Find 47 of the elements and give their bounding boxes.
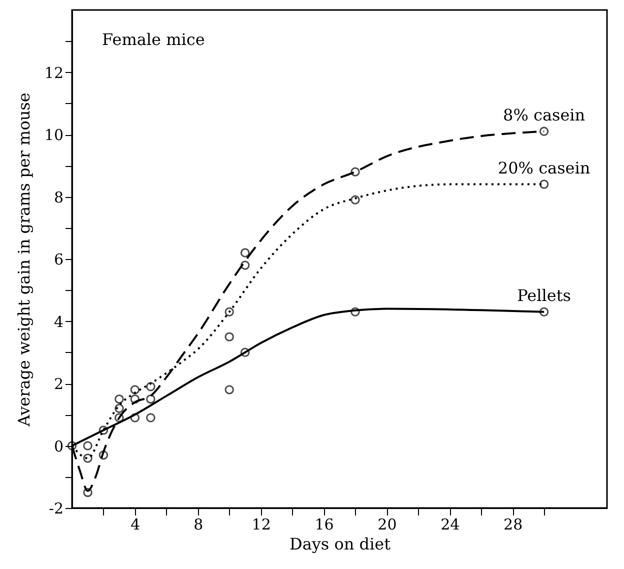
x-axis-title: Days on diet — [290, 534, 392, 554]
point — [539, 180, 549, 189]
y-axis-title: Average weight gain in grams per mouse — [14, 92, 34, 428]
point — [146, 394, 156, 404]
point — [539, 307, 549, 317]
x-tick-label: 12 — [252, 516, 271, 534]
x-tick-label: 8 — [194, 516, 204, 534]
point — [114, 404, 124, 414]
x-tick-label: 4 — [130, 516, 140, 534]
annotation: Female mice — [102, 30, 205, 49]
point — [350, 195, 360, 204]
y-tick-label: -2 — [48, 500, 64, 518]
y-tick-label: 0 — [54, 437, 64, 456]
point — [350, 307, 360, 317]
point — [224, 307, 234, 317]
point — [146, 382, 156, 392]
x-tick-label: 28 — [504, 516, 523, 534]
point — [83, 441, 92, 450]
point — [224, 332, 234, 342]
point — [98, 450, 108, 460]
point — [114, 394, 124, 404]
point — [146, 413, 156, 422]
point — [539, 126, 549, 136]
point — [240, 248, 250, 258]
point — [130, 394, 140, 404]
point — [130, 413, 140, 422]
x-tick-label: 16 — [314, 516, 334, 534]
y-tick-label: 10 — [44, 126, 64, 144]
point — [98, 426, 108, 435]
point — [240, 348, 250, 357]
point — [240, 260, 250, 270]
series-label: 8% casein — [503, 105, 586, 124]
point — [130, 385, 140, 394]
x-tick-label: 20 — [378, 516, 397, 534]
y-tick-label: 2 — [54, 375, 64, 393]
y-tick-label: 4 — [54, 312, 64, 331]
x-tick-label: 24 — [440, 516, 460, 534]
point — [83, 488, 92, 498]
y-tick-label: 8 — [54, 188, 64, 206]
y-tick-label: 12 — [44, 64, 64, 82]
point — [224, 385, 234, 394]
point — [350, 167, 360, 176]
series-label: Pellets — [517, 286, 571, 305]
y-tick-label: 6 — [54, 250, 64, 268]
point — [114, 413, 124, 422]
point — [83, 454, 92, 463]
series-label: 20% casein — [498, 158, 590, 178]
